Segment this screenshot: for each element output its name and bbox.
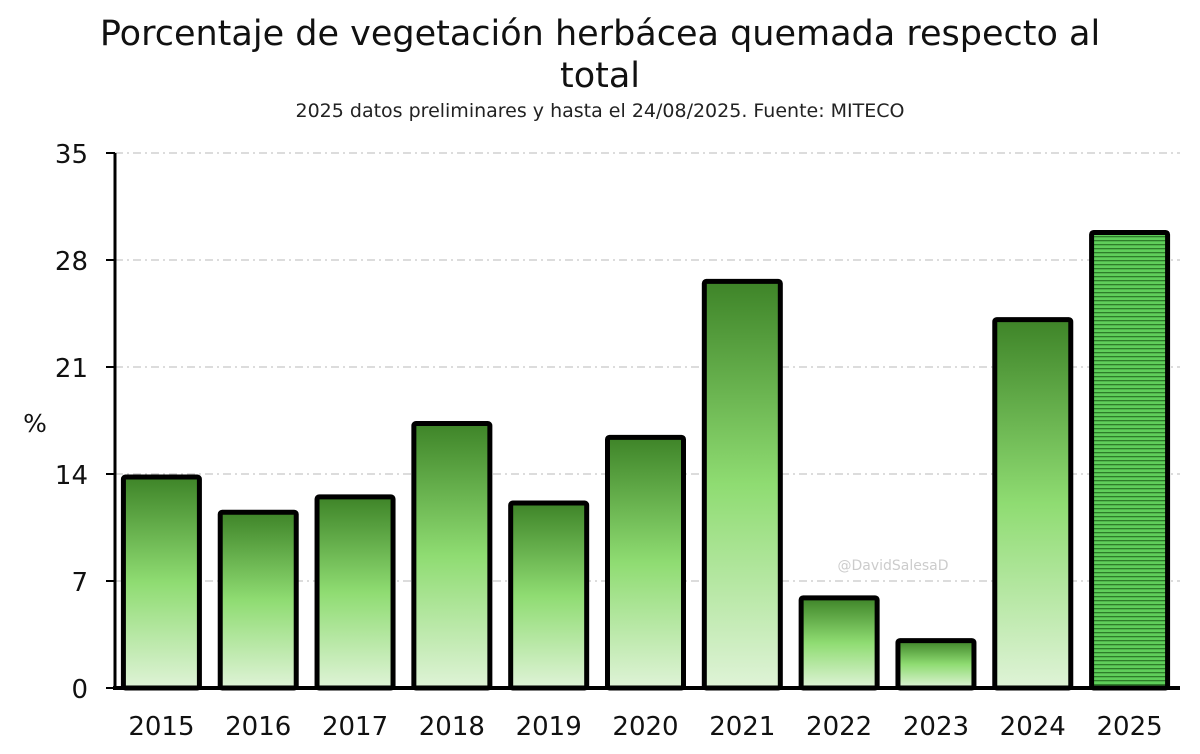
bar-2024	[992, 317, 1074, 691]
x-tick-label: 2021	[709, 712, 775, 742]
bar-2021	[701, 278, 783, 691]
x-tick-label: 2016	[225, 712, 291, 742]
y-axis-label: %	[23, 409, 47, 438]
y-tick-label: 21	[55, 354, 88, 384]
bar-2023	[895, 638, 977, 691]
x-tick-label: 2015	[128, 712, 194, 742]
bar-2022	[798, 595, 880, 691]
tick-labels: 0 7 14 21 28 35 2015 2016 2017 2018 2019 2020 2021 20…	[55, 140, 1163, 742]
y-tick-label: 7	[71, 568, 88, 598]
x-tick-label: 2023	[903, 712, 969, 742]
y-tick-label: 35	[55, 140, 88, 170]
bar-2015	[120, 474, 202, 691]
bar-2020	[605, 434, 686, 691]
chart-title: Porcentaje de vegetación herbácea quemad…	[99, 14, 1101, 54]
y-tick-label: 28	[55, 247, 88, 277]
chart-subtitle: 2025 datos preliminares y hasta el 24/08…	[295, 100, 905, 122]
bar-2025	[1089, 229, 1171, 691]
bars	[120, 229, 1171, 691]
x-tick-label: 2018	[419, 712, 485, 742]
x-tick-label: 2020	[612, 712, 678, 742]
x-tick-label: 2022	[806, 712, 872, 742]
x-tick-label: 2024	[1000, 712, 1066, 742]
axes	[106, 152, 1180, 690]
chart-title-continued: total	[559, 56, 641, 96]
watermark: @DavidSalesaD	[837, 558, 948, 574]
x-tick-label: 2017	[322, 712, 388, 742]
y-tick-label: 0	[71, 675, 88, 705]
bar-2017	[314, 494, 396, 691]
bar-2016	[217, 509, 299, 691]
x-tick-label: 2019	[516, 712, 582, 742]
bar-2018	[411, 421, 493, 691]
x-tick-label: 2025	[1097, 712, 1163, 742]
y-tick-label: 14	[55, 461, 88, 491]
bar-2019	[508, 500, 590, 691]
